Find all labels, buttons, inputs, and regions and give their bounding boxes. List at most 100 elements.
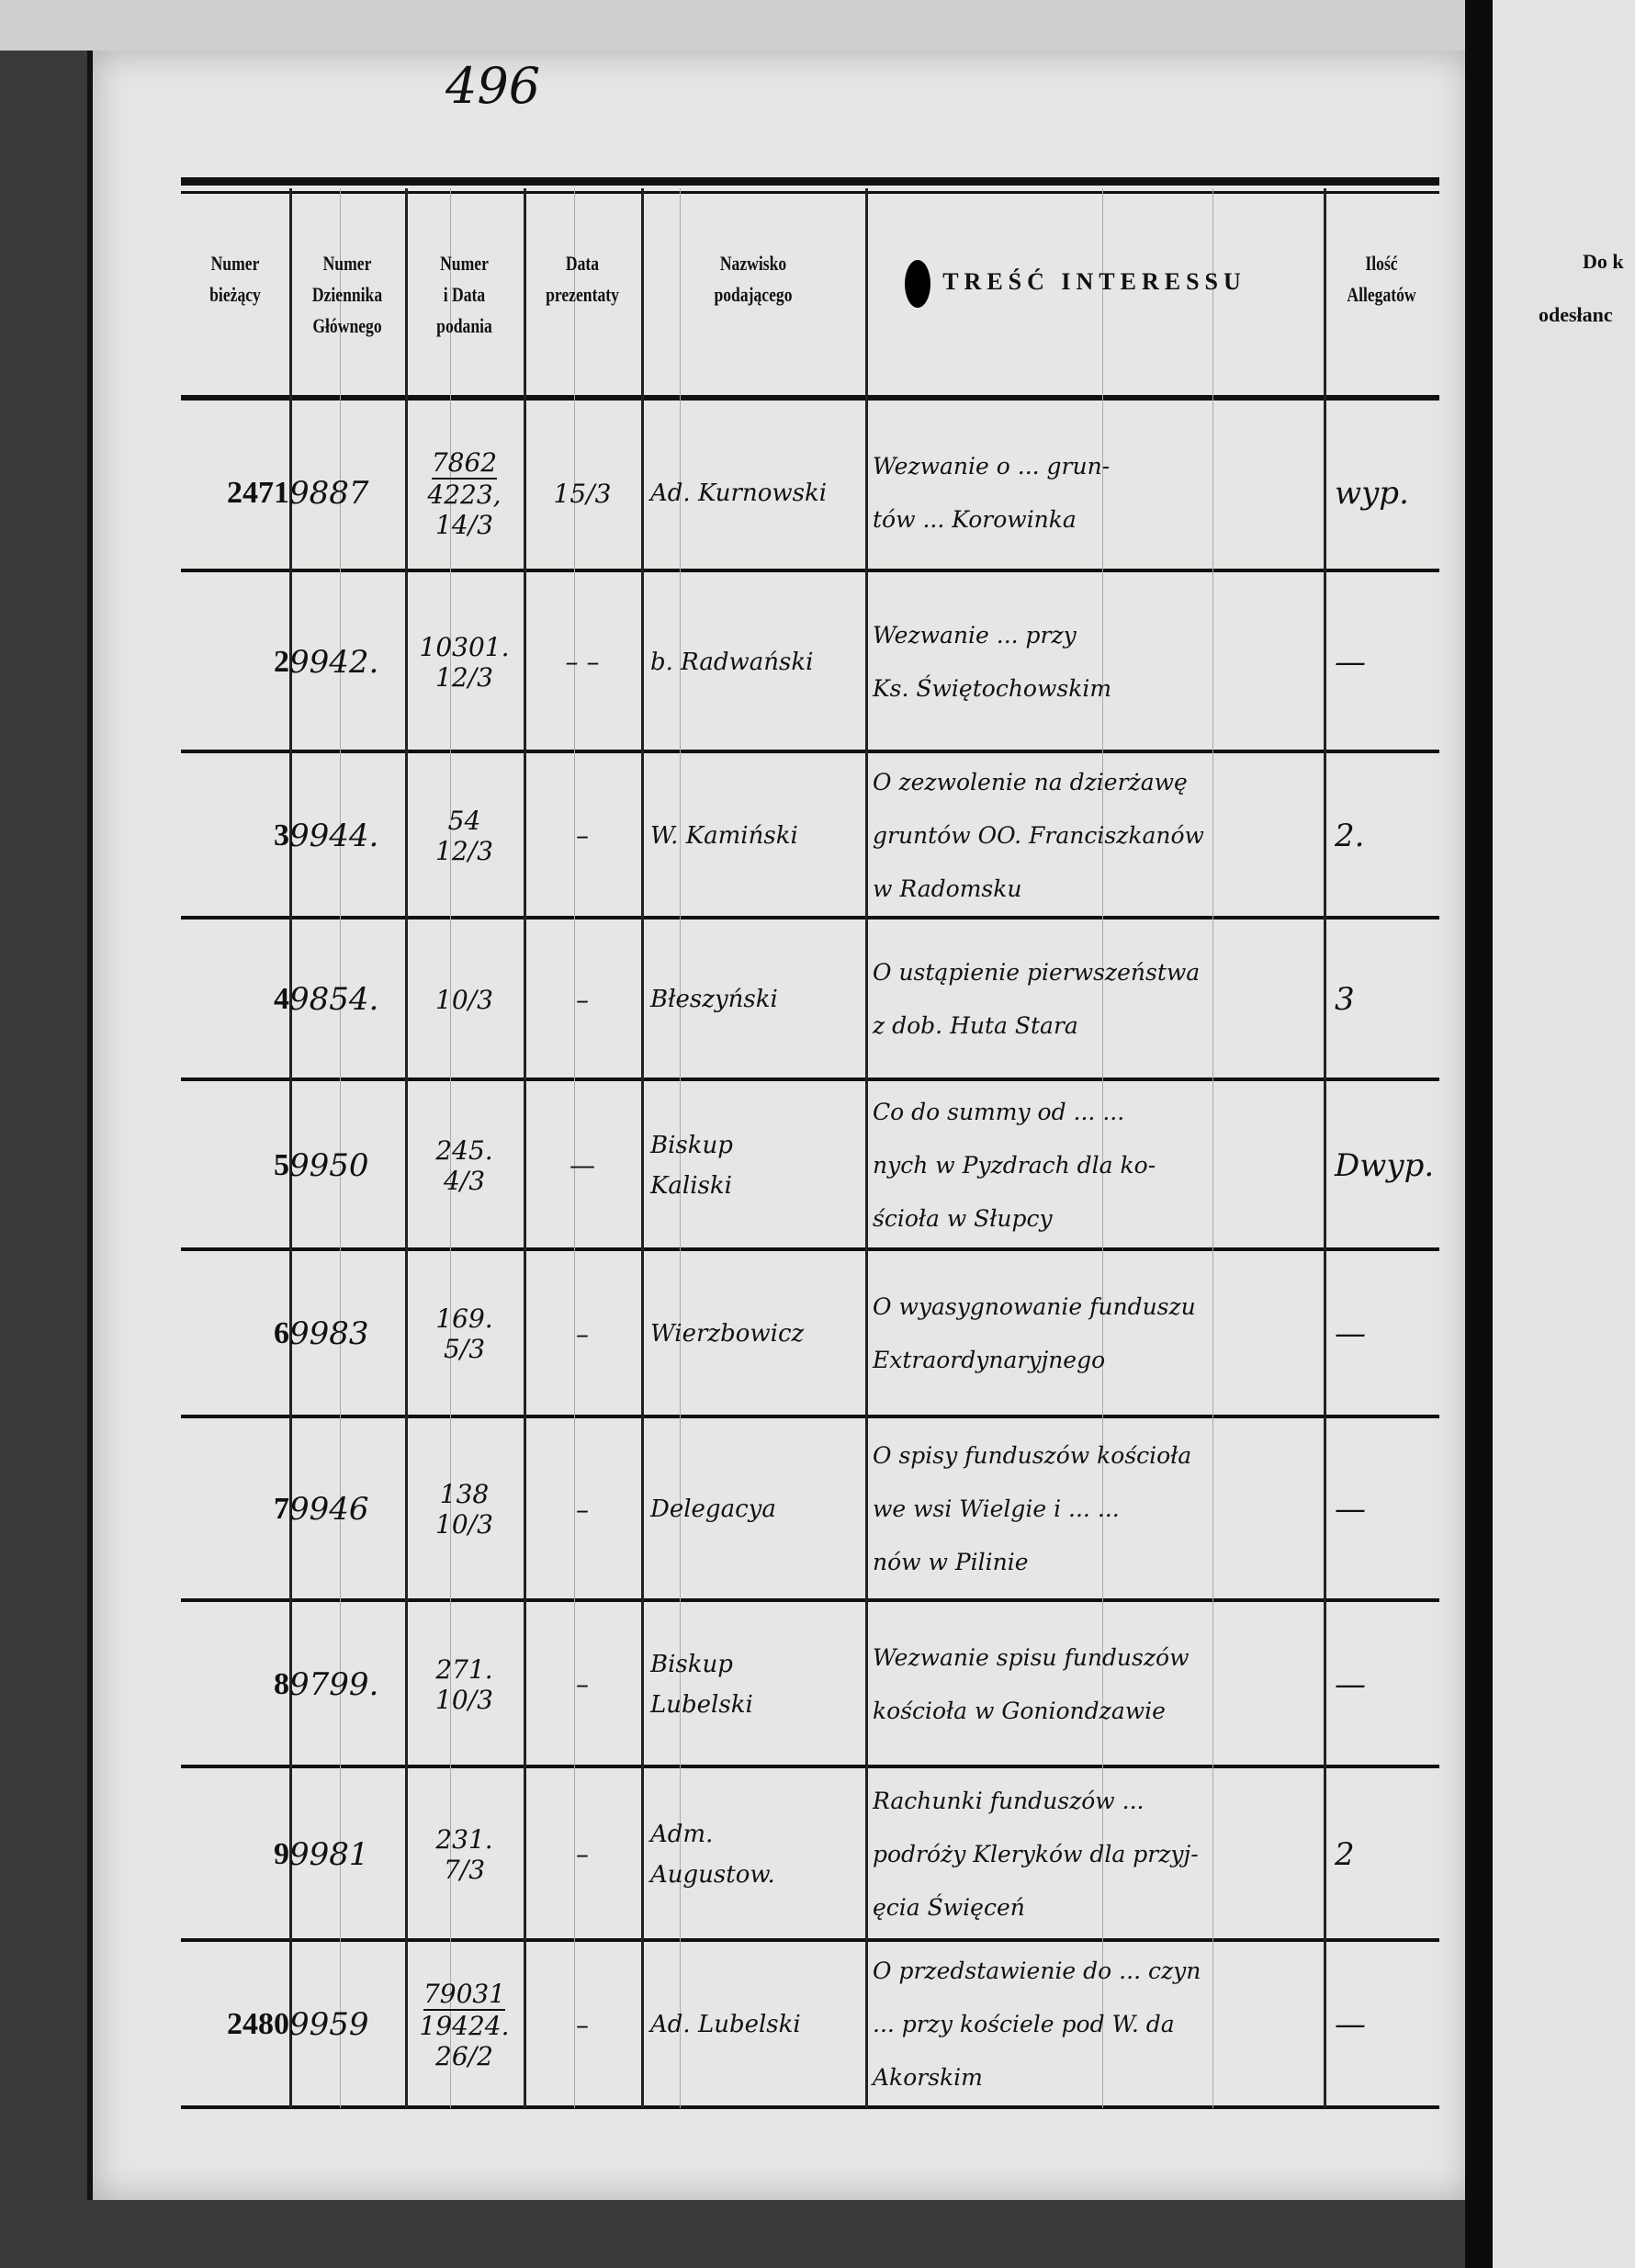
cell-nazwisko: Błeszyński — [641, 921, 874, 1078]
podanie-line: 4/3 — [443, 1165, 486, 1196]
cell-podanie: 138 10/3 — [405, 1420, 524, 1598]
cell-nazwisko: Delegacya — [641, 1420, 874, 1598]
facing-page: Do k odesłanc — [1493, 0, 1635, 2268]
podanie-line: 138 — [439, 1479, 490, 1509]
dziennik-line: 9950 — [289, 1146, 369, 1184]
allegaty-line: — — [1335, 1491, 1366, 1528]
cell-allegaty: — — [1324, 1604, 1450, 1765]
column-header-line: Numer — [210, 252, 260, 275]
podanie-line: 54 — [447, 805, 481, 836]
column-header-line: Głównego — [312, 314, 382, 337]
dziennik-line: 9944. — [289, 817, 379, 854]
column-header: Numer i Data podania — [417, 248, 512, 342]
column-header: TREŚĆ INTERESSU — [865, 266, 1324, 298]
column-header-line: prezentaty — [546, 283, 619, 306]
cell-nazwisko: W. Kamiński — [641, 755, 874, 916]
column-guide — [1102, 188, 1103, 2108]
column-header-line: Nazwisko — [719, 252, 787, 275]
nazwisko-line: Kaliski — [650, 1171, 732, 1200]
tresc-line: O przedstawienie do ... czyn — [873, 1958, 1201, 1984]
cell-nazwisko: Biskup Lubelski — [641, 1604, 874, 1765]
podanie-line: 169. — [435, 1303, 493, 1334]
podanie-line: 10/3 — [435, 1509, 493, 1540]
cell-nr: 7 — [181, 1420, 295, 1598]
tresc-line: Rachunki funduszów ... — [873, 1787, 1144, 1814]
cell-nr: 4 — [181, 921, 295, 1078]
dziennik-line: 9981 — [289, 1835, 369, 1873]
row-divider — [181, 750, 1439, 753]
cell-dziennik: 9799. — [289, 1604, 405, 1765]
cell-nr: 8 — [181, 1604, 295, 1765]
cell-allegaty: — — [1324, 1944, 1450, 2105]
cell-allegaty: wyp. — [1324, 418, 1450, 569]
scan-top-margin — [0, 0, 1465, 51]
cell-prezentata: – — [524, 1253, 641, 1415]
dziennik-line: 9946 — [289, 1491, 369, 1528]
row-divider — [181, 1598, 1439, 1602]
column-guide — [1212, 188, 1213, 2108]
row-divider — [181, 1938, 1439, 1942]
tresc-line: ... przy kościele pod W. da — [873, 2011, 1175, 2037]
prezentata-line: 15/3 — [553, 478, 612, 509]
nr-line: 2 — [274, 644, 289, 679]
nazwisko-line: W. Kamiński — [650, 821, 798, 850]
column-divider — [405, 188, 408, 2108]
tresc-line: Extraordynaryjnego — [873, 1347, 1106, 1373]
cell-podanie: 54 12/3 — [405, 755, 524, 916]
facing-header-line-2: odesłanc — [1539, 303, 1613, 326]
cell-prezentata: – — [524, 1420, 641, 1598]
podanie-line: 12/3 — [435, 835, 493, 866]
podanie-line: 245. — [435, 1134, 493, 1166]
column-header: Numer Dziennika Głównego — [301, 248, 394, 342]
tresc-line: w Radomsku — [873, 874, 1022, 902]
column-guide — [340, 188, 341, 2108]
prezentata-line: – — [576, 984, 589, 1015]
cell-dziennik: 9981 — [289, 1770, 405, 1938]
dziennik-line: 9942. — [289, 643, 379, 681]
prezentata-line: – – — [565, 647, 600, 677]
podanie-line: 271. — [435, 1653, 493, 1685]
page-number: 496 — [445, 57, 541, 115]
prezentata-line: – — [576, 1318, 589, 1349]
cell-tresc: Co do summy od ... ... nych w Pyzdrach dl… — [865, 1083, 1331, 1247]
nazwisko-line: Biskup — [650, 1650, 733, 1678]
cell-tresc: O ustąpienie pierwszeństwa z dob. Huta St… — [865, 921, 1331, 1078]
tresc-line: z dob. Huta Stara — [873, 1012, 1078, 1039]
column-header-line: Numer — [440, 252, 489, 275]
cell-nr: 6 — [181, 1253, 295, 1415]
cell-podanie: 10/3 — [405, 921, 524, 1078]
ink-blot — [905, 260, 930, 308]
tresc-line: we wsi Wielgie i ... ... — [873, 1495, 1120, 1522]
top-double-rule — [181, 177, 1439, 186]
cell-prezentata: – — [524, 755, 641, 916]
nazwisko-line: b. Radwański — [650, 648, 814, 676]
cell-dziennik: 9942. — [289, 574, 405, 750]
row-divider — [181, 1078, 1439, 1081]
cell-dziennik: 9944. — [289, 755, 405, 916]
column-header: Ilość Allegatów — [1336, 248, 1428, 310]
cell-dziennik: 9854. — [289, 921, 405, 1078]
prezentata-line: – — [576, 1669, 589, 1699]
podanie-line: 12/3 — [435, 661, 493, 693]
facing-header-line-1: Do k — [1583, 250, 1624, 273]
cell-allegaty: — — [1324, 1420, 1450, 1598]
cell-nazwisko: Ad. Kurnowski — [641, 418, 874, 569]
prezentata-line: – — [576, 1839, 589, 1869]
cell-nazwisko: Wierzbowicz — [641, 1253, 874, 1415]
column-header-line: podającego — [714, 283, 793, 306]
podanie-line: 5/3 — [443, 1334, 486, 1364]
cell-nazwisko: Adm. Augustow. — [641, 1770, 874, 1938]
cell-tresc: O wyasygnowanie funduszu Extraordynaryjne… — [865, 1253, 1331, 1415]
column-header: Nazwisko podającego — [663, 248, 842, 310]
cell-tresc: O spisy funduszów kościoła we wsi Wielgie… — [865, 1420, 1331, 1598]
tresc-line: podróży Kleryków dla przyj- — [873, 1840, 1199, 1867]
column-header-line: i Data — [443, 283, 486, 306]
cell-nazwisko: b. Radwański — [641, 574, 874, 750]
allegaty-line: — — [1335, 1665, 1366, 1703]
allegaty-line: — — [1335, 643, 1366, 681]
allegaty-line: wyp. — [1335, 475, 1409, 512]
cell-prezentata: 15/3 — [524, 418, 641, 569]
nr-line: 7 — [274, 1492, 289, 1526]
cell-allegaty: 3 — [1324, 921, 1450, 1078]
cell-podanie: 10301. 12/3 — [405, 574, 524, 750]
